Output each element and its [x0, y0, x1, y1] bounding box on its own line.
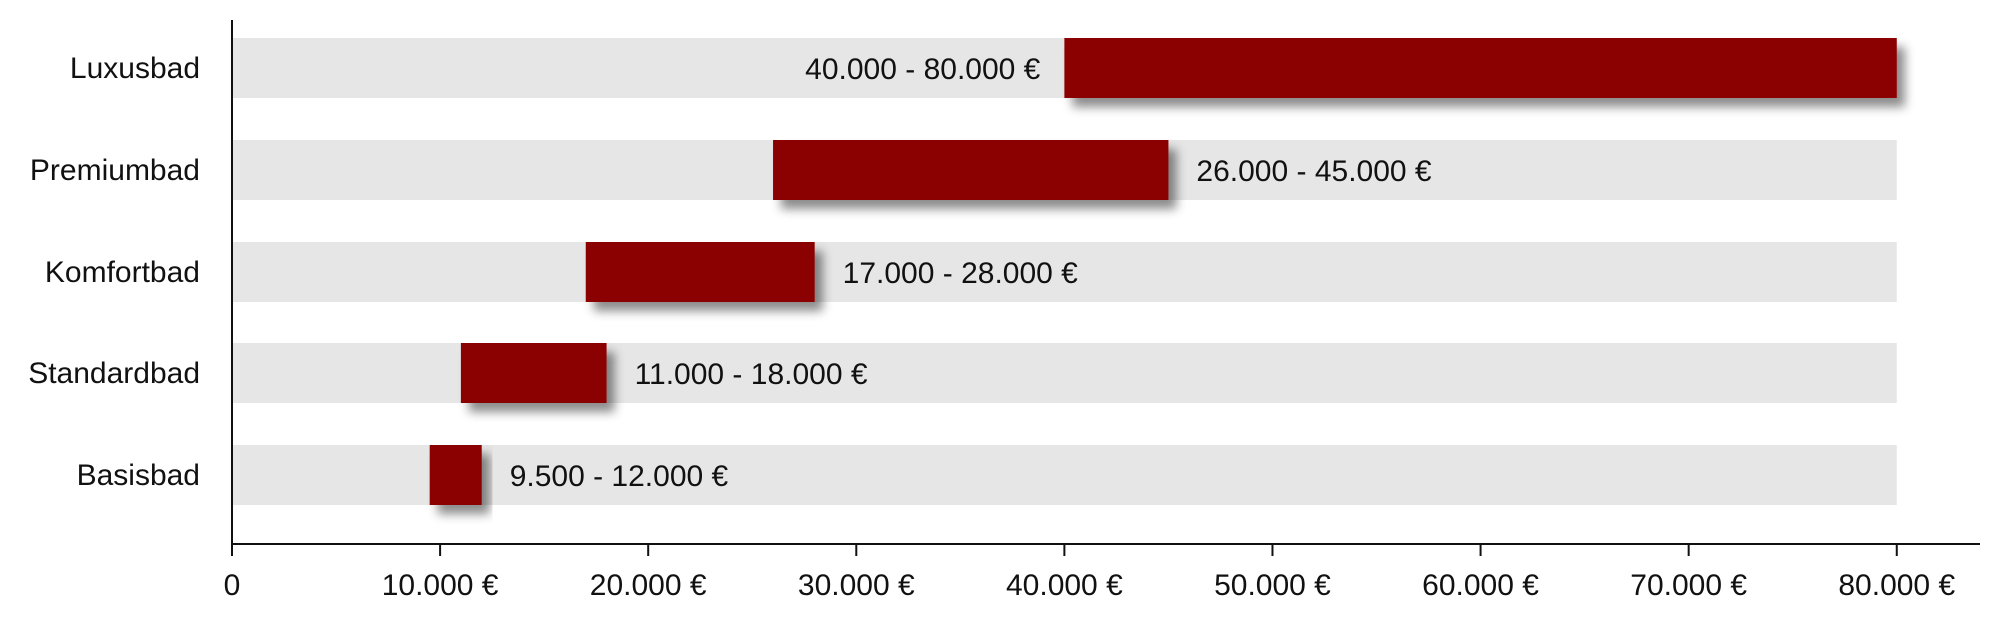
- bar-standardbad: [460, 343, 607, 403]
- x-tick-label: 40.000 €: [1006, 569, 1123, 602]
- data-label-komfortbad: 17.000 - 28.000 €: [843, 257, 1079, 290]
- track-basisbad: [232, 445, 1897, 505]
- category-label-standardbad: Standardbad: [28, 357, 200, 390]
- bar-luxusbad: [1064, 38, 1897, 98]
- data-label-luxusbad: 40.000 - 80.000 €: [805, 53, 1041, 86]
- category-label-luxusbad: Luxusbad: [70, 52, 200, 85]
- category-label-premiumbad: Premiumbad: [30, 154, 200, 187]
- x-tick-label: 50.000 €: [1214, 569, 1331, 602]
- x-tick-label: 10.000 €: [382, 569, 499, 602]
- x-tick-label: 20.000 €: [590, 569, 707, 602]
- track-komfortbad: [232, 242, 1897, 302]
- category-label-basisbad: Basisbad: [77, 459, 200, 492]
- category-labels: Luxusbad Premiumbad Komfortbad Standardbad B…: [28, 52, 200, 492]
- category-label-komfortbad: Komfortbad: [45, 256, 200, 289]
- bar-komfortbad: [585, 242, 815, 302]
- x-tick-label: 0: [224, 569, 241, 602]
- range-bars: [429, 38, 1897, 505]
- x-tick-label: 70.000 €: [1630, 569, 1747, 602]
- bar-premiumbad: [773, 140, 1169, 200]
- x-tick-label: 80.000 €: [1838, 569, 1955, 602]
- x-ticks: 0 10.000 € 20.000 € 30.000 € 40.000 € 50.000 …: [224, 544, 1955, 602]
- x-tick-label: 30.000 €: [798, 569, 915, 602]
- data-labels: 40.000 - 80.000 € 26.000 - 45.000 € 17.000…: [510, 53, 1432, 493]
- bar-basisbad: [429, 445, 482, 505]
- data-label-basisbad: 9.500 - 12.000 €: [510, 460, 729, 493]
- data-label-standardbad: 11.000 - 18.000 €: [635, 358, 868, 391]
- data-label-premiumbad: 26.000 - 45.000 €: [1196, 155, 1432, 188]
- x-tick-label: 60.000 €: [1422, 569, 1539, 602]
